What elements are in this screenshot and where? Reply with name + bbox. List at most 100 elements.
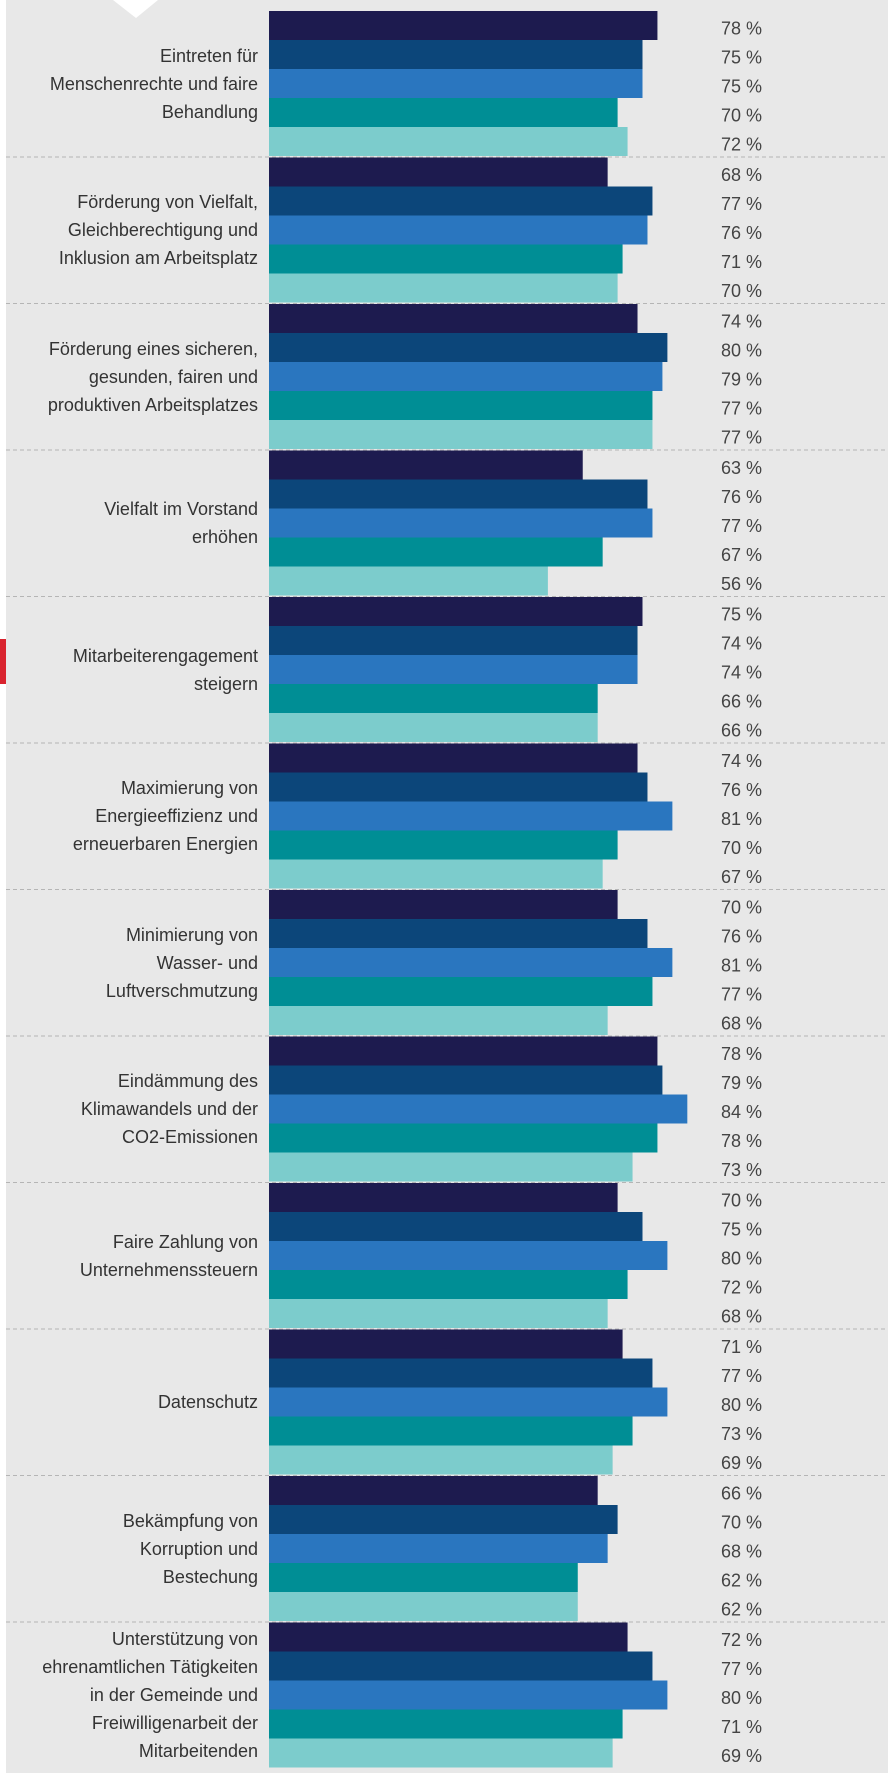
bar bbox=[269, 304, 638, 333]
value-label: 74 % bbox=[721, 751, 762, 771]
bar bbox=[269, 1036, 658, 1066]
bar bbox=[269, 977, 653, 1006]
bar bbox=[269, 69, 643, 98]
bar bbox=[269, 186, 653, 216]
value-label: 77 % bbox=[721, 427, 762, 447]
value-label: 68 % bbox=[721, 1013, 762, 1033]
category-label: Datenschutz bbox=[157, 1392, 258, 1412]
value-label: 84 % bbox=[721, 1102, 762, 1122]
bar bbox=[269, 948, 673, 977]
bar bbox=[269, 1709, 623, 1739]
value-label: 77 % bbox=[721, 194, 762, 214]
bar bbox=[269, 391, 653, 420]
value-label: 74 % bbox=[721, 662, 762, 682]
bar bbox=[269, 1476, 598, 1505]
value-label: 80 % bbox=[721, 1688, 762, 1708]
value-label: 78 % bbox=[721, 1131, 762, 1151]
value-label: 76 % bbox=[721, 926, 762, 946]
bar bbox=[269, 479, 648, 509]
bar bbox=[269, 1563, 578, 1592]
value-label: 68 % bbox=[721, 1306, 762, 1326]
value-label: 75 % bbox=[721, 1219, 762, 1239]
value-label: 66 % bbox=[721, 1483, 762, 1503]
bar bbox=[269, 98, 618, 127]
value-label: 75 % bbox=[721, 47, 762, 67]
bar bbox=[269, 244, 623, 274]
value-label: 67 % bbox=[721, 545, 762, 565]
bar bbox=[269, 1006, 608, 1035]
value-label: 70 % bbox=[721, 838, 762, 858]
value-label: 72 % bbox=[721, 1277, 762, 1297]
category-label: Eintreten für Menschenrechte und faire B… bbox=[49, 45, 258, 122]
bar bbox=[269, 1738, 613, 1768]
bar bbox=[269, 1651, 653, 1681]
bar bbox=[269, 772, 648, 802]
bar bbox=[269, 626, 638, 655]
bar bbox=[269, 743, 638, 773]
category-label: Eindämmung des Klimawandels und der CO2-… bbox=[80, 1071, 258, 1147]
bar bbox=[269, 362, 663, 391]
value-label: 73 % bbox=[721, 1160, 762, 1180]
bar bbox=[269, 1094, 688, 1124]
value-label: 68 % bbox=[721, 1541, 762, 1561]
value-label: 72 % bbox=[721, 134, 762, 154]
category-label: Mitarbeiterengagement steigern bbox=[72, 645, 258, 694]
bar bbox=[269, 157, 608, 187]
value-label: 76 % bbox=[721, 780, 762, 800]
value-label: 63 % bbox=[721, 458, 762, 478]
value-label: 69 % bbox=[721, 1746, 762, 1766]
bar bbox=[269, 1445, 613, 1475]
bar bbox=[269, 713, 598, 742]
value-label: 73 % bbox=[721, 1424, 762, 1444]
bar bbox=[269, 830, 618, 860]
value-label: 81 % bbox=[721, 955, 762, 975]
marker bbox=[0, 639, 6, 684]
bar bbox=[269, 1505, 618, 1534]
value-label: 79 % bbox=[721, 1073, 762, 1093]
value-label: 77 % bbox=[721, 984, 762, 1004]
bar bbox=[269, 450, 583, 480]
value-label: 71 % bbox=[721, 1337, 762, 1357]
bar bbox=[269, 1329, 623, 1359]
value-label: 77 % bbox=[721, 516, 762, 536]
bar bbox=[269, 566, 548, 596]
value-label: 76 % bbox=[721, 223, 762, 243]
bar bbox=[269, 537, 603, 567]
left-edge bbox=[0, 0, 6, 1773]
value-label: 80 % bbox=[721, 1395, 762, 1415]
bar bbox=[269, 1680, 668, 1710]
value-label: 74 % bbox=[721, 633, 762, 653]
value-label: 70 % bbox=[721, 105, 762, 125]
value-label: 75 % bbox=[721, 76, 762, 96]
value-label: 72 % bbox=[721, 1630, 762, 1650]
bar bbox=[269, 1592, 578, 1621]
category-label: Faire Zahlung von Unternehmenssteuern bbox=[79, 1231, 258, 1280]
value-label: 62 % bbox=[721, 1570, 762, 1590]
value-label: 80 % bbox=[721, 1248, 762, 1268]
bar bbox=[269, 508, 653, 538]
value-label: 78 % bbox=[721, 18, 762, 38]
bar bbox=[269, 1358, 653, 1388]
value-label: 77 % bbox=[721, 1659, 762, 1679]
category-label: Maximierung von Energieeffizienz und ern… bbox=[72, 778, 258, 854]
top-pointer bbox=[113, 0, 158, 18]
value-label: 70 % bbox=[721, 1512, 762, 1532]
category-label: Unterstützung von ehrenamtlichen Tätigke… bbox=[42, 1629, 258, 1761]
bar bbox=[269, 1270, 628, 1299]
bar bbox=[269, 859, 603, 889]
value-label: 75 % bbox=[721, 604, 762, 624]
value-label: 70 % bbox=[721, 897, 762, 917]
bar bbox=[269, 1387, 668, 1417]
bar bbox=[269, 655, 638, 684]
bar bbox=[269, 1212, 643, 1241]
category-label: Förderung von Vielfalt, Gleichberechtigu… bbox=[58, 192, 258, 268]
category-label: Bekämpfung von Korruption und Bestechung bbox=[122, 1510, 258, 1587]
bar bbox=[269, 801, 673, 831]
bar bbox=[269, 215, 648, 245]
bar bbox=[269, 1534, 608, 1563]
value-label: 62 % bbox=[721, 1599, 762, 1619]
value-label: 76 % bbox=[721, 487, 762, 507]
category-label: Vielfalt im Vorstand erhöhen bbox=[104, 499, 258, 547]
bar bbox=[269, 11, 658, 40]
